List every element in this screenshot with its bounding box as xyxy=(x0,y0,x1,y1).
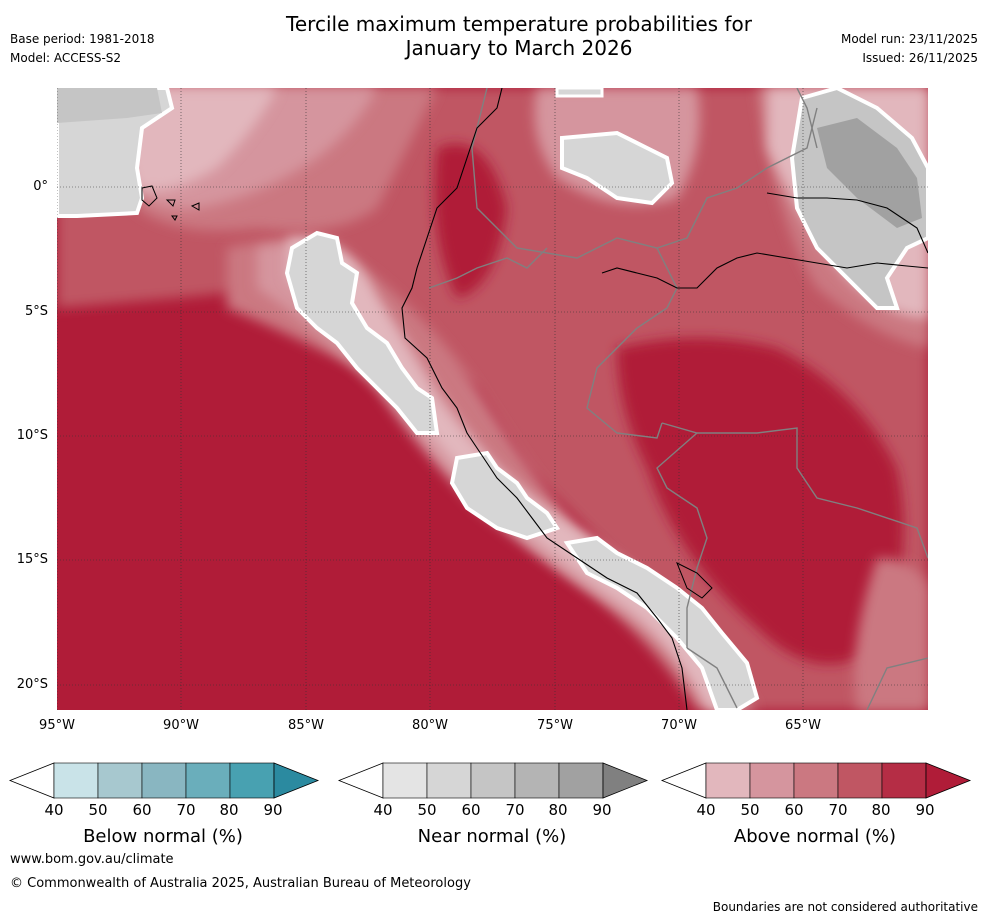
near-tick-70: 70 xyxy=(505,801,525,819)
near-colorbar-segment-3 xyxy=(470,762,516,799)
near-colorbar-segment-1 xyxy=(382,762,428,799)
above-normal-title: Above normal (%) xyxy=(733,826,897,847)
below-colorbar-segment-4 xyxy=(185,762,231,799)
title-line-1: Tercile maximum temperature probabilitie… xyxy=(286,12,752,36)
model-run: Model run: 23/11/2025 xyxy=(840,32,978,46)
colorbar-near-normal xyxy=(337,762,649,799)
above-normal-40-50-coast xyxy=(287,236,727,710)
below-colorbar-segment-3 xyxy=(141,762,187,799)
boundaries-disclaimer: Boundaries are not considered authoritat… xyxy=(712,900,978,914)
lon-label-75w: 75°W xyxy=(537,718,573,733)
country-borders xyxy=(428,88,928,710)
coastline xyxy=(401,88,928,710)
map-title: Tercile maximum temperature probabilitie… xyxy=(0,12,988,60)
below-tick-60: 60 xyxy=(132,801,152,819)
above-colorbar-under-triangle xyxy=(660,762,707,799)
near-normal-title: Near normal (%) xyxy=(417,826,567,847)
near-colorbar-over-triangle xyxy=(602,762,649,799)
model-name: Model: ACCESS-S2 xyxy=(10,51,122,65)
below-tick-90: 90 xyxy=(263,801,283,819)
lon-label-90w: 90°W xyxy=(163,718,199,733)
near-tick-90: 90 xyxy=(592,801,612,819)
above-tick-90: 90 xyxy=(915,801,935,819)
lat-label-10s: 10°S xyxy=(16,428,48,443)
lake-titicaca xyxy=(676,561,713,599)
above-colorbar-segment-5 xyxy=(881,762,927,799)
below-tick-80: 80 xyxy=(219,801,239,819)
near-tick-50: 50 xyxy=(417,801,437,819)
below-tick-70: 70 xyxy=(176,801,196,819)
lat-label-0: 0° xyxy=(33,179,48,194)
copyright-notice: © Commonwealth of Australia 2025, Austra… xyxy=(10,876,471,891)
near-normal-coast-peru-north xyxy=(284,230,440,435)
near-normal-atacama xyxy=(563,535,760,710)
above-colorbar-segment-4 xyxy=(837,762,883,799)
below-colorbar-under-triangle xyxy=(8,762,55,799)
above-tick-60: 60 xyxy=(784,801,804,819)
probability-map xyxy=(57,88,928,710)
base-period: Base period: 1981-2018 xyxy=(10,32,155,46)
above-normal-ecuador-core xyxy=(434,144,507,298)
lon-label-65w: 65°W xyxy=(785,718,821,733)
galapagos-islands xyxy=(141,185,200,221)
below-tick-50: 50 xyxy=(88,801,108,819)
above-colorbar-segment-2 xyxy=(749,762,795,799)
lon-label-95w: 95°W xyxy=(39,718,75,733)
colorbar-above-normal xyxy=(660,762,972,799)
below-tick-40: 40 xyxy=(44,801,64,819)
below-colorbar-segment-5 xyxy=(229,762,275,799)
above-colorbar-over-triangle xyxy=(925,762,972,799)
lon-label-70w: 70°W xyxy=(661,718,697,733)
lat-label-5s: 5°S xyxy=(24,304,48,319)
near-colorbar-segment-4 xyxy=(514,762,560,799)
below-colorbar-over-triangle xyxy=(273,762,320,799)
above-colorbar-segment-3 xyxy=(793,762,839,799)
near-normal-amazon-north xyxy=(560,130,675,206)
above-tick-50: 50 xyxy=(740,801,760,819)
above-normal-60-70-southeast xyxy=(854,558,928,710)
below-colorbar-segment-1 xyxy=(53,762,99,799)
near-tick-40: 40 xyxy=(373,801,393,819)
near-tick-80: 80 xyxy=(548,801,568,819)
near-normal-pacific-north-core xyxy=(57,88,162,123)
lat-label-20s: 20°S xyxy=(16,677,48,692)
near-normal-guiana-core xyxy=(817,118,922,228)
lon-label-85w: 85°W xyxy=(288,718,324,733)
near-normal-top-strip xyxy=(555,88,604,98)
colorbar-below-normal xyxy=(8,762,320,799)
lon-label-80w: 80°W xyxy=(412,718,448,733)
near-colorbar-segment-2 xyxy=(426,762,472,799)
title-line-2: January to March 2026 xyxy=(405,36,633,60)
graticule xyxy=(57,88,928,710)
near-colorbar-segment-5 xyxy=(558,762,604,799)
above-tick-40: 40 xyxy=(696,801,716,819)
below-colorbar-segment-2 xyxy=(97,762,143,799)
above-tick-70: 70 xyxy=(828,801,848,819)
near-tick-60: 60 xyxy=(461,801,481,819)
lat-label-15s: 15°S xyxy=(16,552,48,567)
near-colorbar-under-triangle xyxy=(337,762,384,799)
issued-date: Issued: 26/11/2025 xyxy=(862,51,978,65)
website-link[interactable]: www.bom.gov.au/climate xyxy=(10,852,174,867)
above-normal-inland-core xyxy=(617,338,904,664)
above-colorbar-segment-1 xyxy=(705,762,751,799)
above-tick-80: 80 xyxy=(871,801,891,819)
below-normal-title: Below normal (%) xyxy=(83,826,243,847)
